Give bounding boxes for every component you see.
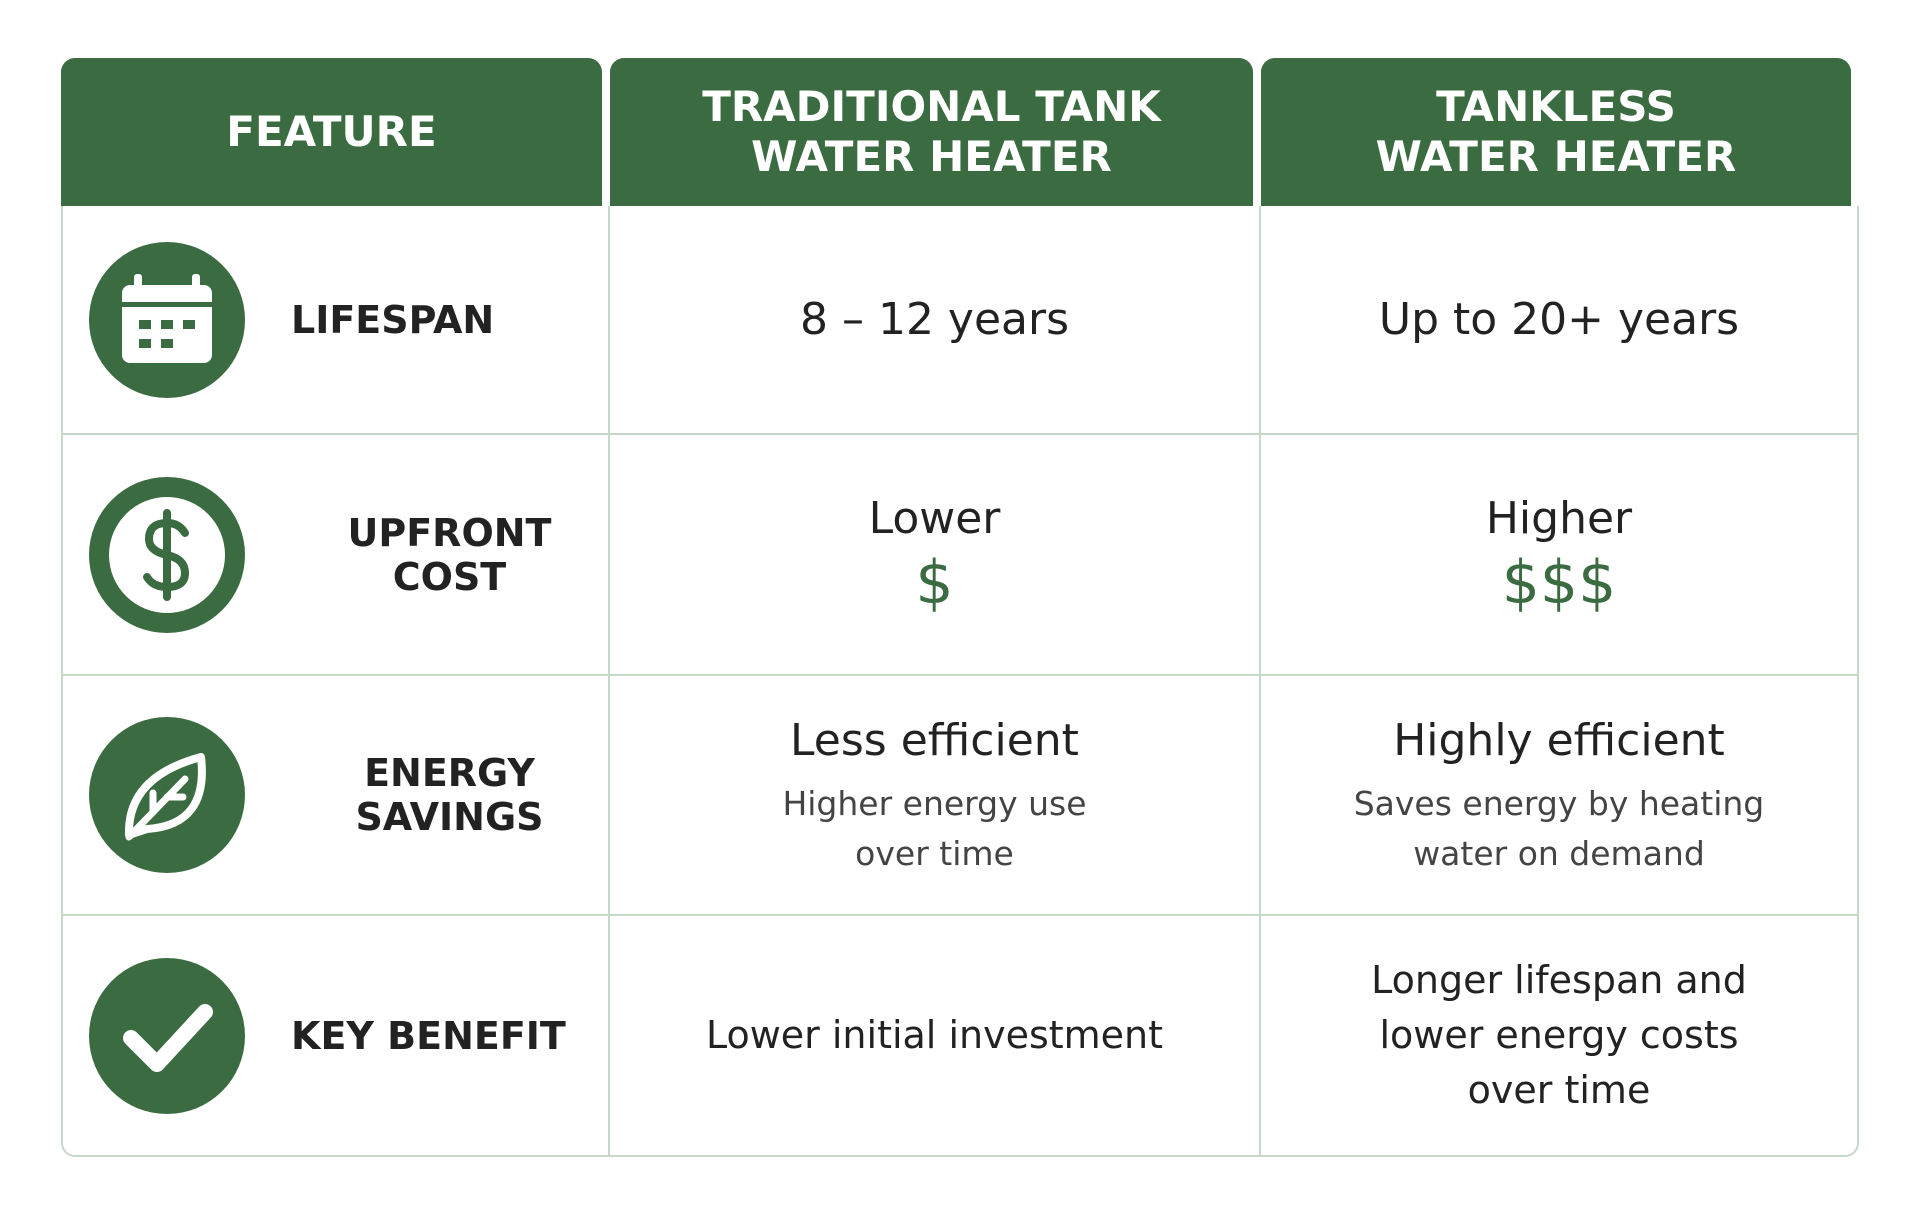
value-sub-line: Saves energy by heating bbox=[1353, 784, 1765, 824]
feature-icon bbox=[89, 477, 245, 633]
value-cell: Lower initial investment bbox=[610, 916, 1261, 1157]
value-cell: Lower $ bbox=[610, 435, 1261, 676]
value-cell: Longer lifespan and lower energy costs ove… bbox=[1261, 916, 1859, 1157]
feature-label: LIFESPAN bbox=[291, 297, 495, 342]
header-text: WATER HEATER bbox=[751, 132, 1112, 181]
value-sub-line: water on demand bbox=[1413, 833, 1705, 873]
value-cell: 8 – 12 years bbox=[610, 206, 1261, 435]
value-main: Less efficient bbox=[790, 714, 1079, 766]
value-cell: Higher $$$ bbox=[1261, 435, 1859, 676]
feature-label: ENERGY SAVINGS bbox=[355, 751, 544, 839]
value-text: Longer lifespan and bbox=[1371, 957, 1747, 1002]
value-sub: Saves energy by heating water on demand bbox=[1354, 779, 1765, 878]
feature-icon bbox=[89, 717, 245, 873]
value-text: lower energy costs bbox=[1379, 1012, 1739, 1057]
value-main: Highly efficient bbox=[1393, 714, 1725, 766]
header-cell: TRADITIONAL TANK WATER HEATER bbox=[610, 58, 1253, 206]
cost-symbol: $ bbox=[915, 548, 954, 619]
value-main: Lower bbox=[868, 492, 1001, 544]
feature-cell: KEY BENEFIT bbox=[61, 916, 610, 1157]
header-cell: TANKLESS WATER HEATER bbox=[1261, 58, 1851, 206]
value-cell: Highly efficient Saves energy by heating w… bbox=[1261, 676, 1859, 916]
feature-cell: ENERGY SAVINGS bbox=[61, 676, 610, 916]
value-text: over time bbox=[1467, 1068, 1651, 1113]
feature-cell: LIFESPAN bbox=[61, 206, 610, 435]
value-sub-line: over time bbox=[855, 833, 1014, 873]
value-cell: Less efficient Higher energy use over time bbox=[610, 676, 1261, 916]
value-sub-line: Higher energy use bbox=[782, 784, 1087, 824]
header-text: WATER HEATER bbox=[1375, 132, 1737, 181]
feature-cell: UPFRONT COST bbox=[61, 435, 610, 676]
header-text: TANKLESS bbox=[1436, 81, 1676, 131]
header-text: FEATURE bbox=[226, 106, 437, 156]
value-cell: Up to 20+ years bbox=[1261, 206, 1859, 435]
value-sub: Higher energy use over time bbox=[782, 779, 1086, 878]
header-cell: FEATURE bbox=[61, 58, 602, 206]
feature-icon bbox=[89, 958, 245, 1114]
value-main: 8 – 12 years bbox=[799, 293, 1070, 345]
value-text: Lower initial investment bbox=[705, 1012, 1164, 1057]
feature-label: KEY BENEFIT bbox=[291, 1013, 566, 1058]
value-main: Up to 20+ years bbox=[1378, 293, 1740, 345]
header-text: TRADITIONAL TANK bbox=[702, 81, 1161, 131]
value-main: Higher bbox=[1485, 492, 1633, 544]
feature-icon bbox=[89, 241, 245, 398]
feature-label: UPFRONT COST bbox=[347, 510, 552, 599]
comparison-table: FEATURE TRADITIONAL TANK WATER HEATER TANKL… bbox=[61, 58, 1859, 1157]
cost-symbol: $$$ bbox=[1501, 548, 1617, 619]
